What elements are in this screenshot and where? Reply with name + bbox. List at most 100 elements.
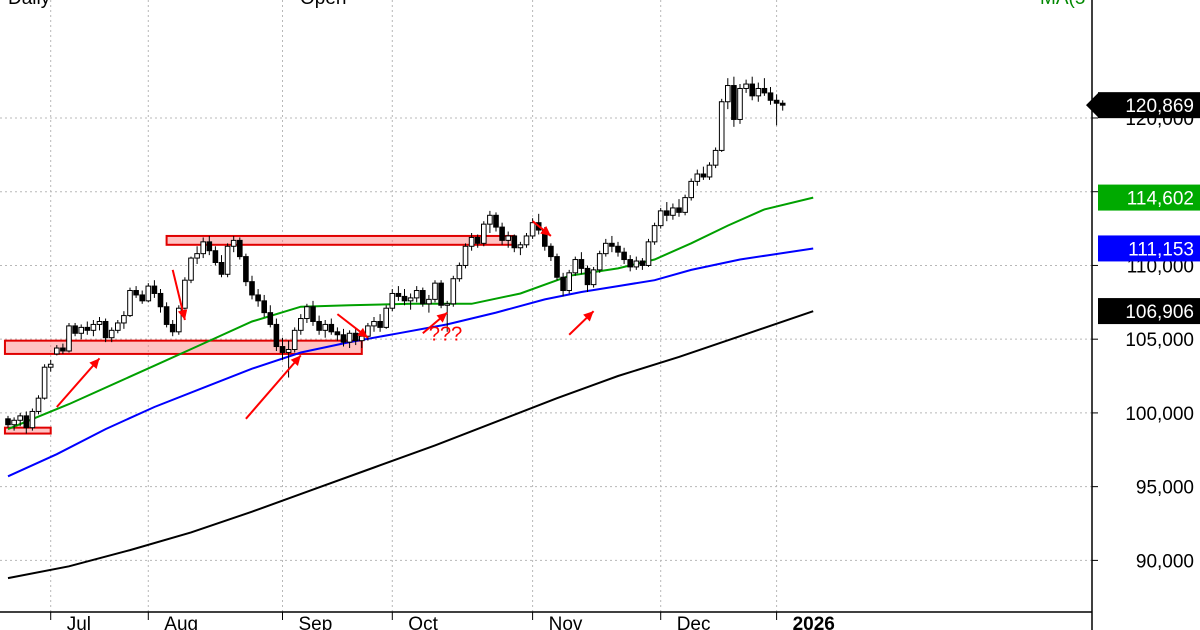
candle-body	[511, 235, 518, 249]
candle	[133, 286, 139, 298]
price-tag-box	[1098, 92, 1200, 119]
candle	[115, 320, 121, 334]
candle-body	[682, 197, 688, 213]
price-tag: 106,906	[1098, 298, 1200, 325]
candle-body	[725, 85, 731, 103]
price-tags: 120,869 114,602 111,153 106,906	[1086, 92, 1200, 325]
candle	[755, 82, 762, 102]
candle-body	[322, 323, 328, 331]
annotation-arrow	[245, 354, 302, 420]
candle	[285, 340, 292, 378]
x-tick-label: Sep	[299, 614, 333, 630]
candle-body	[560, 276, 566, 292]
candle	[682, 194, 688, 216]
candle-body	[102, 320, 109, 339]
candle-body	[548, 245, 554, 258]
candle	[328, 318, 335, 335]
candle-body	[438, 282, 444, 306]
candle	[60, 343, 66, 354]
candle	[511, 234, 518, 253]
moving-average-lines	[7, 196, 814, 580]
candle-body	[285, 349, 292, 353]
candle-body	[779, 102, 786, 106]
candle-body	[529, 222, 536, 237]
candle-body	[566, 272, 573, 292]
candle	[749, 76, 756, 101]
candle-body	[432, 282, 438, 300]
candle-body	[206, 241, 213, 252]
candle	[102, 318, 109, 343]
candle	[554, 253, 560, 281]
candle-body	[371, 320, 377, 327]
candle	[212, 246, 219, 266]
price-tag-pointer	[1086, 93, 1098, 118]
candle-body	[212, 250, 219, 263]
candle	[108, 327, 115, 343]
candle-body	[224, 245, 231, 275]
candle-body	[47, 363, 54, 368]
candle-body	[359, 335, 365, 342]
candle-body	[218, 261, 225, 275]
zone-rect	[165, 234, 516, 246]
candle-body	[182, 279, 188, 309]
candle	[47, 359, 54, 372]
arrow-head	[177, 309, 188, 321]
candle-body	[578, 259, 585, 269]
candle	[651, 222, 658, 245]
candle-body	[517, 244, 524, 249]
candle	[426, 294, 432, 313]
candle	[121, 311, 127, 329]
candle-body	[651, 225, 658, 243]
candle	[230, 235, 237, 253]
candle	[609, 235, 615, 253]
candle	[127, 287, 133, 318]
candle-body	[554, 256, 560, 278]
candle-body	[334, 331, 341, 336]
candle-body	[298, 318, 304, 331]
x-tick-label: Aug	[164, 614, 198, 630]
candle	[157, 289, 164, 313]
annotation-arrow	[171, 269, 188, 321]
candle-body	[133, 290, 139, 296]
candle-body	[310, 306, 316, 322]
candle-body	[493, 214, 499, 228]
candle	[194, 246, 200, 264]
candle-body	[487, 214, 493, 225]
candle	[84, 321, 91, 335]
candle	[389, 289, 396, 312]
candle	[664, 202, 670, 222]
candle	[17, 412, 23, 427]
candle-body	[462, 245, 469, 266]
candle	[688, 178, 695, 201]
candle	[584, 265, 591, 292]
arrow-head	[357, 327, 368, 338]
candle	[23, 411, 30, 434]
candle	[700, 166, 707, 180]
candle	[462, 243, 469, 269]
candle	[316, 315, 322, 335]
candle	[383, 305, 389, 329]
candlesticks	[5, 76, 786, 434]
y-tick-label: 95,000	[1136, 478, 1194, 499]
candle	[633, 256, 640, 270]
candle-body	[572, 259, 579, 274]
candle-body	[633, 260, 640, 268]
candle-body	[481, 223, 487, 244]
candle	[11, 417, 17, 431]
candle	[273, 318, 280, 351]
candle-body	[139, 294, 145, 302]
candle-body	[279, 346, 286, 353]
candle-body	[407, 297, 414, 302]
candle	[505, 231, 511, 248]
candle	[578, 252, 585, 275]
candle	[334, 327, 341, 341]
price-tag-box	[1098, 235, 1200, 262]
candle	[737, 84, 743, 124]
candle-body	[413, 290, 420, 299]
candle-body	[60, 347, 66, 352]
candle-body	[17, 415, 23, 421]
arrow-head	[290, 355, 301, 367]
candle	[548, 243, 554, 262]
candle-body	[420, 290, 426, 305]
price-tag-box	[1098, 298, 1200, 325]
